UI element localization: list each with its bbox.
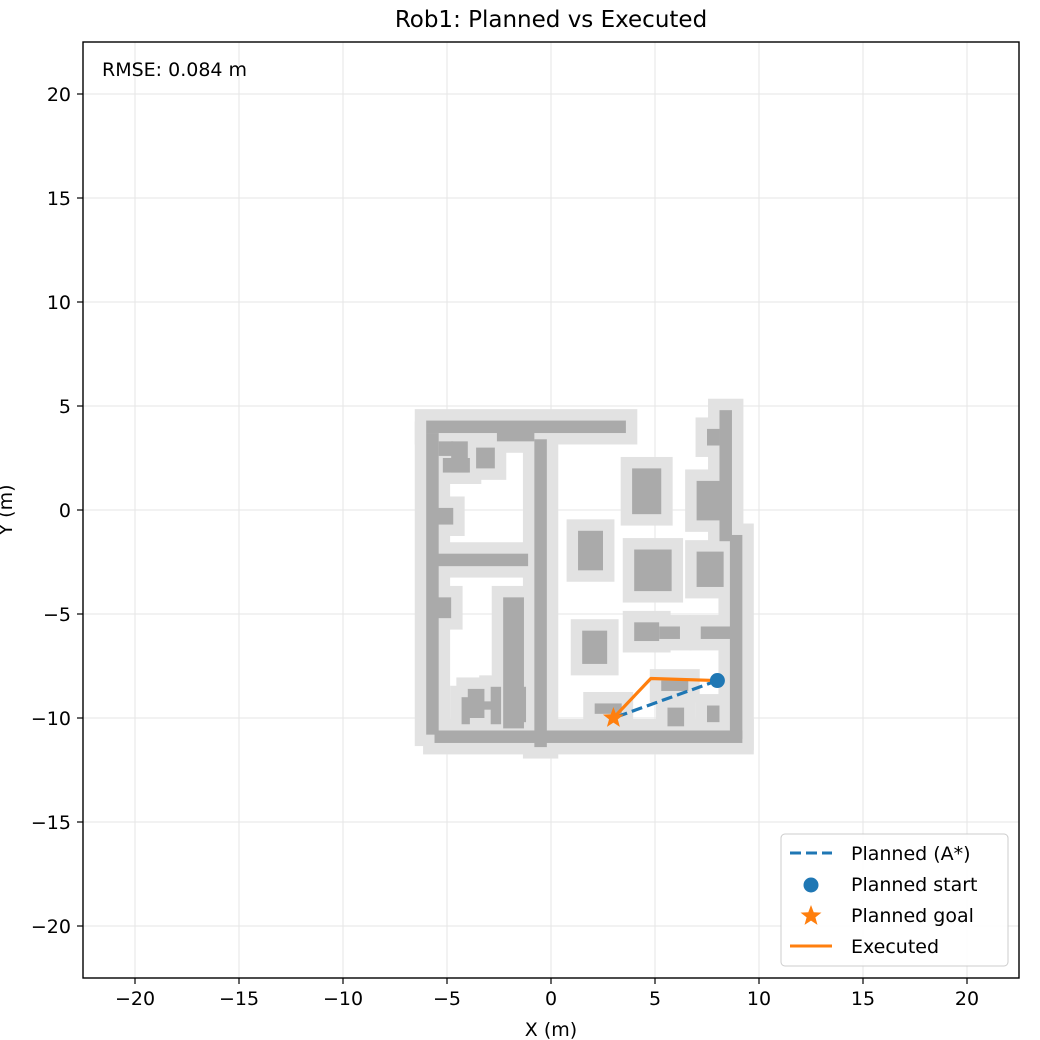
obstacle bbox=[661, 680, 689, 691]
obstacle bbox=[438, 441, 454, 456]
obstacle bbox=[434, 730, 743, 743]
obstacle bbox=[451, 441, 468, 473]
y-tick-label: −15 bbox=[31, 812, 71, 834]
x-tick-label: 0 bbox=[545, 988, 557, 1010]
x-tick-label: 20 bbox=[955, 988, 979, 1010]
x-tick-label: 15 bbox=[851, 988, 875, 1010]
legend-box bbox=[780, 833, 1009, 967]
x-tick-label: −20 bbox=[115, 988, 155, 1010]
obstacle bbox=[634, 549, 672, 592]
axis-ticks: −20 −15 −10 −5 0 5 10 15 20 −20 −15 −10 −5 0 5 10 15 20 bbox=[31, 84, 979, 1010]
y-tick-label: 0 bbox=[59, 500, 71, 522]
chart-title: Rob1: Planned vs Executed bbox=[395, 7, 707, 33]
legend-label-goal: Planned goal bbox=[851, 905, 974, 927]
obstacle bbox=[634, 622, 660, 642]
obstacle bbox=[480, 701, 497, 710]
y-tick-label: −20 bbox=[31, 916, 71, 938]
y-tick-label: 15 bbox=[47, 188, 71, 210]
obstacle bbox=[700, 626, 737, 639]
obstacle bbox=[496, 430, 535, 442]
obstacle bbox=[578, 530, 603, 571]
planned-start-point bbox=[709, 673, 725, 689]
obstacle bbox=[582, 630, 608, 664]
obstacle bbox=[696, 480, 724, 521]
legend-label-start: Planned start bbox=[851, 874, 978, 896]
legend-label-executed: Executed bbox=[851, 936, 939, 958]
obstacle bbox=[594, 703, 622, 714]
x-tick-label: −10 bbox=[323, 988, 363, 1010]
obstacle bbox=[467, 688, 485, 718]
obstacle bbox=[707, 705, 720, 723]
planned-path bbox=[612, 679, 718, 720]
y-tick-label: −5 bbox=[43, 604, 71, 626]
rmse-annotation: RMSE: 0.084 m bbox=[102, 59, 247, 81]
obstacle bbox=[434, 553, 529, 567]
obstacle bbox=[426, 433, 439, 735]
planned-goal-point bbox=[602, 707, 624, 727]
executed-path bbox=[612, 676, 718, 720]
occupancy-map bbox=[414, 398, 754, 759]
x-axis-label: X (m) bbox=[525, 1019, 577, 1040]
obstacle bbox=[696, 551, 724, 587]
obstacle bbox=[659, 626, 680, 639]
x-tick-label: 5 bbox=[649, 988, 661, 1010]
obstacle bbox=[511, 686, 527, 723]
obstacle bbox=[534, 439, 547, 748]
x-tick-label: −5 bbox=[433, 988, 461, 1010]
plot-area bbox=[602, 673, 725, 727]
legend: Planned (A*) Planned start Planned goal … bbox=[780, 833, 1009, 967]
x-tick-label: −15 bbox=[219, 988, 259, 1010]
legend-label-planned: Planned (A*) bbox=[851, 843, 971, 865]
obstacle bbox=[426, 420, 626, 434]
obstacle bbox=[719, 410, 732, 542]
obstacle bbox=[436, 507, 454, 525]
legend-swatch-goal bbox=[800, 905, 822, 925]
y-tick-label: −10 bbox=[31, 708, 71, 730]
obstacle bbox=[632, 468, 662, 515]
obstacle bbox=[667, 707, 685, 727]
y-tick-label: 5 bbox=[59, 396, 71, 418]
obstacle bbox=[436, 597, 452, 619]
x-tick-label: 10 bbox=[747, 988, 771, 1010]
obstacle bbox=[461, 697, 470, 725]
legend-swatch-start bbox=[803, 877, 819, 893]
y-tick-label: 10 bbox=[47, 292, 71, 314]
y-axis-label: Y (m) bbox=[0, 485, 17, 537]
obstacle bbox=[707, 428, 720, 446]
obstacle bbox=[476, 447, 495, 469]
y-tick-label: 20 bbox=[47, 84, 71, 106]
